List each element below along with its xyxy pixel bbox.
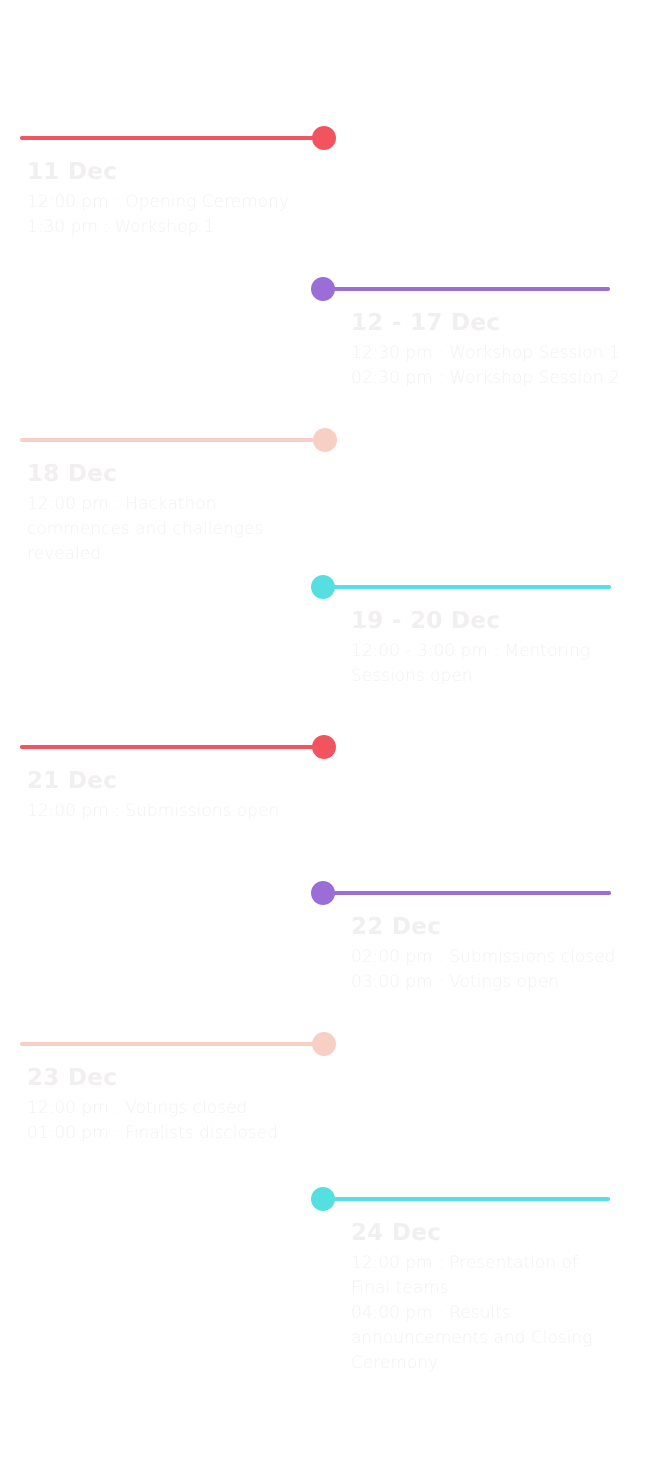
timeline-line bbox=[20, 438, 315, 442]
timeline-event-23-dec: 23 Dec 12:00 pm : Votings closed 01:00 p… bbox=[20, 1031, 336, 1146]
timeline-event-12-17-dec: 12 - 17 Dec 12:30 pm : Workshop Session … bbox=[311, 276, 620, 391]
event-details: 12:00 pm : Hackathon commences and chall… bbox=[27, 494, 264, 564]
event-date: 21 Dec bbox=[27, 768, 118, 794]
event-details: 12:00 - 3:00 pm : Mentoring Sessions ope… bbox=[351, 641, 591, 686]
timeline-line bbox=[323, 585, 611, 589]
timeline-marker bbox=[20, 734, 336, 760]
timeline-line bbox=[323, 287, 610, 291]
event-details: 02:00 pm : Submissions closed 03:00 pm :… bbox=[351, 947, 616, 992]
event-date: 24 Dec bbox=[351, 1220, 442, 1246]
timeline-marker bbox=[20, 427, 337, 453]
timeline-dot bbox=[312, 1032, 336, 1056]
timeline-line bbox=[20, 136, 314, 140]
timeline-line bbox=[20, 1042, 314, 1046]
timeline-marker bbox=[311, 574, 611, 600]
event-date: 22 Dec bbox=[351, 914, 442, 940]
timeline-marker bbox=[311, 1186, 610, 1212]
event-date: 18 Dec bbox=[27, 461, 118, 487]
timeline-event-18-dec: 18 Dec 12:00 pm : Hackathon commences an… bbox=[20, 427, 337, 567]
event-details: 12:30 pm : Workshop Session 1 02:30 pm :… bbox=[351, 343, 620, 388]
event-date: 12 - 17 Dec bbox=[351, 310, 501, 336]
timeline-marker bbox=[311, 276, 610, 302]
timeline-event-21-dec: 21 Dec 12:00 pm : Submissions open bbox=[20, 734, 336, 824]
timeline-line bbox=[323, 1197, 610, 1201]
timeline-event-22-dec: 22 Dec 02:00 pm : Submissions closed 03:… bbox=[311, 880, 615, 995]
event-details: 12:00 pm : Presentation of Final teams 0… bbox=[351, 1253, 593, 1373]
timeline-event-24-dec: 24 Dec 12:00 pm : Presentation of Final … bbox=[311, 1186, 610, 1376]
event-date: 23 Dec bbox=[27, 1065, 118, 1091]
timeline-marker bbox=[20, 1031, 336, 1057]
event-date: 19 - 20 Dec bbox=[351, 608, 501, 634]
timeline-line bbox=[323, 891, 611, 895]
timeline-event-19-20-dec: 19 - 20 Dec 12:00 - 3:00 pm : Mentoring … bbox=[311, 574, 611, 689]
event-details: 12:00 pm : Votings closed 01:00 pm : Fin… bbox=[27, 1098, 278, 1143]
timeline-event-11-dec: 11 Dec 12:00 pm : Opening Ceremony 1:30 … bbox=[20, 125, 336, 240]
event-date: 11 Dec bbox=[27, 159, 118, 185]
event-details: 12:00 pm : Submissions open bbox=[27, 801, 280, 821]
timeline-dot bbox=[312, 126, 336, 150]
timeline-line bbox=[20, 745, 314, 749]
timeline-marker bbox=[20, 125, 336, 151]
timeline-dot bbox=[312, 735, 336, 759]
timeline-marker bbox=[311, 880, 611, 906]
timeline-dot bbox=[313, 428, 337, 452]
event-details: 12:00 pm : Opening Ceremony 1:30 pm : Wo… bbox=[27, 192, 289, 237]
